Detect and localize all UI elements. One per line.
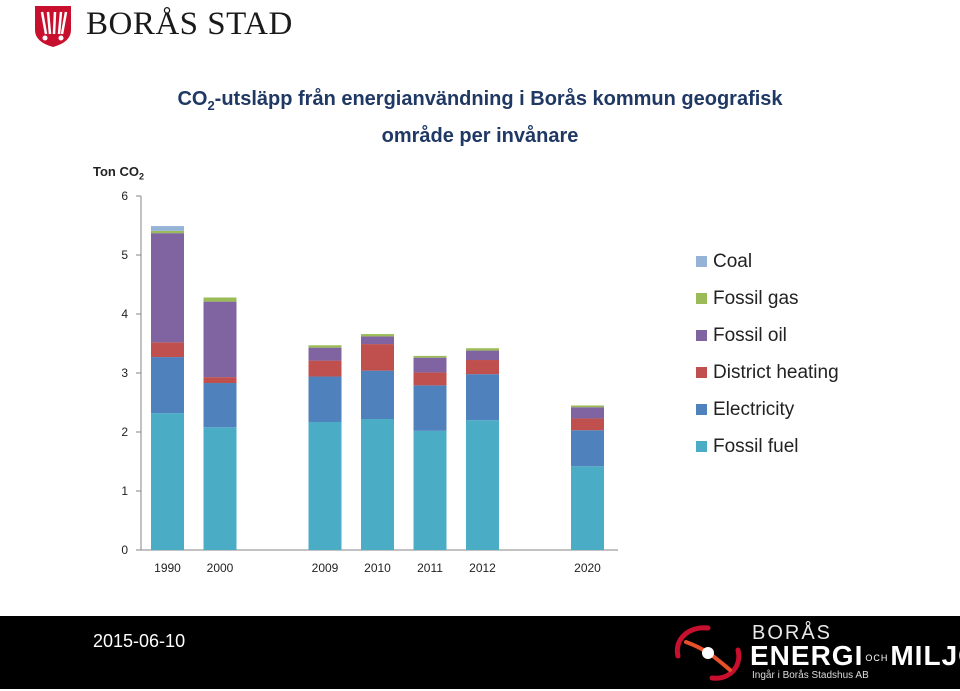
bar-segment-district-heating — [413, 372, 447, 386]
legend-item: Electricity — [696, 391, 839, 428]
x-tick-label: 1990 — [154, 561, 181, 575]
bar-segment-district-heating — [151, 342, 184, 358]
bar-segment-fossil-oil — [151, 233, 184, 343]
x-tick-label: 2010 — [364, 561, 391, 575]
title-subscript: 2 — [207, 98, 215, 113]
legend-swatch — [696, 330, 707, 341]
legend-swatch — [696, 441, 707, 452]
bar-segment-fossil-gas — [413, 355, 447, 358]
title-line1: -utsläpp från energianvändning i Borås k… — [214, 88, 783, 110]
bar-segment-fossil-oil — [466, 350, 499, 361]
stacked-bar-chart: 0 1 2 3 4 5 6 1990 2000 2009 2010 2011 2012 2020 — [121, 189, 618, 575]
legend-item: Fossil gas — [696, 280, 839, 317]
bar-segment-coal — [151, 226, 184, 231]
bar-segment-fossil-fuel — [571, 466, 604, 550]
footer-logo-top: BORÅS — [752, 622, 833, 644]
x-tick-label: 2012 — [469, 561, 496, 575]
y-tick-label: 4 — [121, 307, 128, 321]
page-header: BORÅS STAD — [0, 0, 960, 60]
footer-logo-miljo: MILJÖ — [890, 640, 960, 671]
bar-segment-district-heating — [571, 418, 604, 431]
bar-segment-electricity — [571, 430, 604, 467]
chart-title: CO2-utsläpp från energianvändning i Borå… — [150, 84, 810, 152]
bar-segment-fossil-oil — [571, 407, 604, 419]
y-axis-label: Ton CO2 — [93, 164, 144, 182]
title-co: CO — [177, 88, 208, 110]
y-tick-label: 5 — [121, 248, 128, 262]
x-tick-label: 2011 — [417, 561, 443, 575]
legend-swatch — [696, 404, 707, 415]
bar-segment-electricity — [413, 385, 447, 431]
bar-segment-fossil-oil — [203, 301, 237, 378]
bar-segment-fossil-gas — [308, 345, 342, 348]
bar-segment-fossil-fuel — [413, 430, 447, 550]
page-footer: 2015-06-10 BORÅS ENERGIOCHMILJÖ Ingår i … — [0, 616, 960, 689]
bar-segment-fossil-oil — [308, 347, 342, 361]
footer-logo-subtitle: Ingår i Borås Stadshus AB — [752, 670, 869, 681]
x-tick-label: 2020 — [574, 561, 601, 575]
bar-segment-electricity — [151, 357, 184, 414]
legend-label: Electricity — [713, 398, 795, 420]
title-line2: område per invånare — [381, 125, 579, 147]
bar-segment-fossil-gas — [203, 297, 237, 302]
bar-segment-fossil-fuel — [203, 427, 237, 550]
bar-segment-district-heating — [203, 377, 237, 384]
legend-label: Coal — [713, 250, 753, 272]
y-tick-label: 6 — [121, 189, 128, 203]
y-tick-label: 1 — [121, 484, 128, 498]
bar-segment-electricity — [203, 383, 237, 428]
bar-segment-fossil-gas — [571, 405, 604, 408]
brand-name: BORÅS STAD — [86, 6, 293, 42]
footer-date: 2015-06-10 — [93, 631, 186, 651]
bar-segment-electricity — [466, 374, 499, 421]
bar-segment-district-heating — [308, 360, 342, 377]
legend-label: District heating — [713, 361, 839, 383]
bar-segment-district-heating — [466, 360, 499, 375]
y-tick-label: 2 — [121, 425, 128, 439]
legend-item: Coal — [696, 243, 839, 280]
boras-stad-logo-icon — [33, 4, 73, 53]
chart-legend: Coal Fossil gas Fossil oil District heating… — [696, 243, 839, 465]
footer-logo-energi: ENERGI — [750, 640, 864, 671]
y-tick-label: 0 — [121, 543, 128, 557]
bar-segment-fossil-fuel — [466, 420, 499, 550]
energi-miljo-logo-icon — [668, 620, 748, 691]
legend-label: Fossil gas — [713, 287, 799, 309]
legend-swatch — [696, 293, 707, 304]
legend-swatch — [696, 367, 707, 378]
bar-segment-fossil-gas — [361, 334, 394, 337]
bar-segment-fossil-gas — [151, 230, 184, 234]
bar-segment-fossil-fuel — [308, 421, 342, 550]
legend-item: Fossil fuel — [696, 428, 839, 465]
y-axis-label-main: Ton CO — [93, 164, 139, 179]
legend-item: District heating — [696, 354, 839, 391]
legend-label: Fossil fuel — [713, 435, 799, 457]
bar-segment-fossil-oil — [361, 336, 394, 345]
bar-segment-electricity — [361, 370, 394, 420]
x-tick-label: 2009 — [312, 561, 339, 575]
bar-segment-fossil-oil — [413, 357, 447, 373]
bar-segment-electricity — [308, 376, 342, 422]
y-tick-label: 3 — [121, 366, 128, 380]
footer-logo-main: ENERGIOCHMILJÖ — [750, 640, 960, 672]
bar-segment-fossil-fuel — [151, 413, 184, 550]
x-tick-label: 2000 — [207, 561, 234, 575]
y-axis-label-sub: 2 — [138, 171, 144, 182]
legend-swatch — [696, 256, 707, 267]
legend-item: Fossil oil — [696, 317, 839, 354]
bar-segment-fossil-gas — [466, 348, 499, 351]
bar-segment-district-heating — [361, 344, 394, 371]
footer-logo-och: OCH — [865, 652, 889, 663]
legend-label: Fossil oil — [713, 324, 787, 346]
bar-segment-fossil-fuel — [361, 419, 394, 550]
